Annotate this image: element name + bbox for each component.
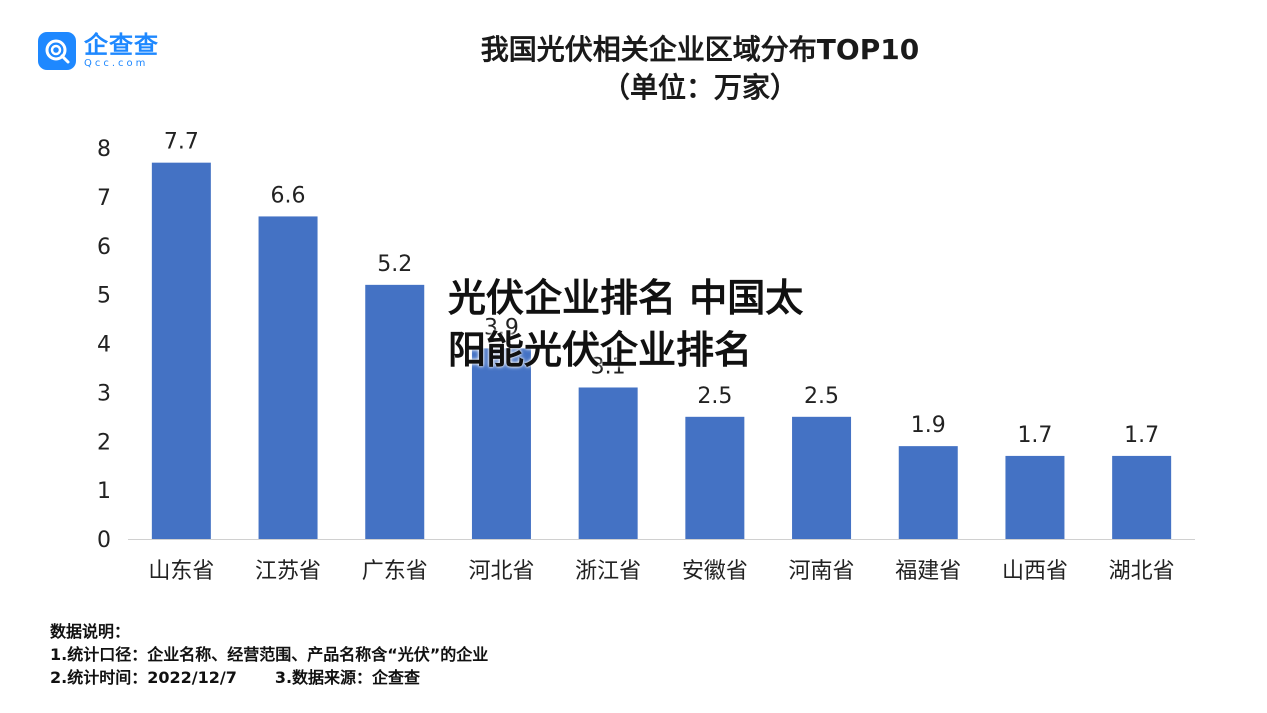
category-label: 福建省: [895, 559, 961, 584]
overlay-line-2: 阳能光伏企业排名: [448, 328, 753, 372]
bar: [898, 446, 958, 539]
data-label: 1.9: [911, 413, 946, 438]
logo-name: 企查查: [84, 31, 159, 59]
data-label: 5.2: [377, 252, 412, 277]
y-tick-label: 2: [97, 430, 111, 455]
qcc-logo: 企查查 Qcc.com: [38, 32, 159, 70]
data-label: 2.5: [697, 384, 732, 409]
y-tick-label: 3: [97, 381, 111, 406]
bar: [151, 162, 211, 539]
bar: [471, 348, 531, 539]
category-label: 江苏省: [255, 559, 321, 584]
y-tick-label: 0: [97, 528, 111, 553]
category-label: 安徽省: [682, 559, 748, 584]
data-label: 3.9: [484, 315, 519, 340]
category-label: 河北省: [468, 559, 534, 584]
category-label: 浙江省: [575, 559, 641, 584]
qcc-logo-icon: [38, 32, 76, 70]
category-label: 广东省: [362, 559, 428, 584]
notes-heading: 数据说明：: [50, 622, 131, 641]
bar: [258, 216, 318, 540]
notes-source: 3.数据来源：企查查: [274, 668, 421, 687]
y-tick-label: 7: [97, 186, 111, 211]
logo-domain: Qcc.com: [84, 58, 149, 69]
data-label: 1.7: [1017, 423, 1052, 448]
data-notes: 数据说明： 1.统计口径：企业名称、经营范围、产品名称含“光伏”的企业 2.统计…: [50, 620, 488, 689]
data-label: 1.7: [1124, 423, 1159, 448]
y-tick-label: 5: [97, 284, 111, 309]
y-tick-label: 1: [97, 479, 111, 504]
bar: [365, 284, 425, 539]
category-label: 山西省: [1002, 559, 1068, 584]
y-tick-label: 6: [97, 235, 111, 260]
notes-line-1: 1.统计口径：企业名称、经营范围、产品名称含“光伏”的企业: [50, 645, 489, 664]
category-label: 河南省: [789, 559, 855, 584]
data-label: 6.6: [271, 183, 306, 208]
chart-subtitle: （单位：万家）: [601, 71, 798, 104]
category-label: 山东省: [148, 559, 214, 584]
bar: [1005, 455, 1065, 539]
y-tick-label: 4: [97, 333, 111, 358]
bar: [792, 416, 852, 539]
bar: [685, 416, 745, 539]
overlay-text: 光伏企业排名 中国太 阳能光伏企业排名: [448, 272, 848, 376]
data-label: 2.5: [804, 384, 839, 409]
data-label: 7.7: [164, 130, 199, 155]
bar: [1112, 455, 1172, 539]
notes-line-2: 2.统计时间：2022/12/7 3.数据来源：企查查: [50, 666, 488, 689]
category-label: 湖北省: [1109, 559, 1175, 584]
y-tick-label: 8: [97, 137, 111, 162]
chart-title: 我国光伏相关企业区域分布TOP10: [480, 33, 920, 66]
bar: [578, 387, 638, 539]
overlay-line-1: 光伏企业排名 中国太: [448, 276, 804, 320]
notes-statistic-time: 2.统计时间：2022/12/7: [50, 668, 237, 687]
data-label: 3.1: [591, 354, 626, 379]
